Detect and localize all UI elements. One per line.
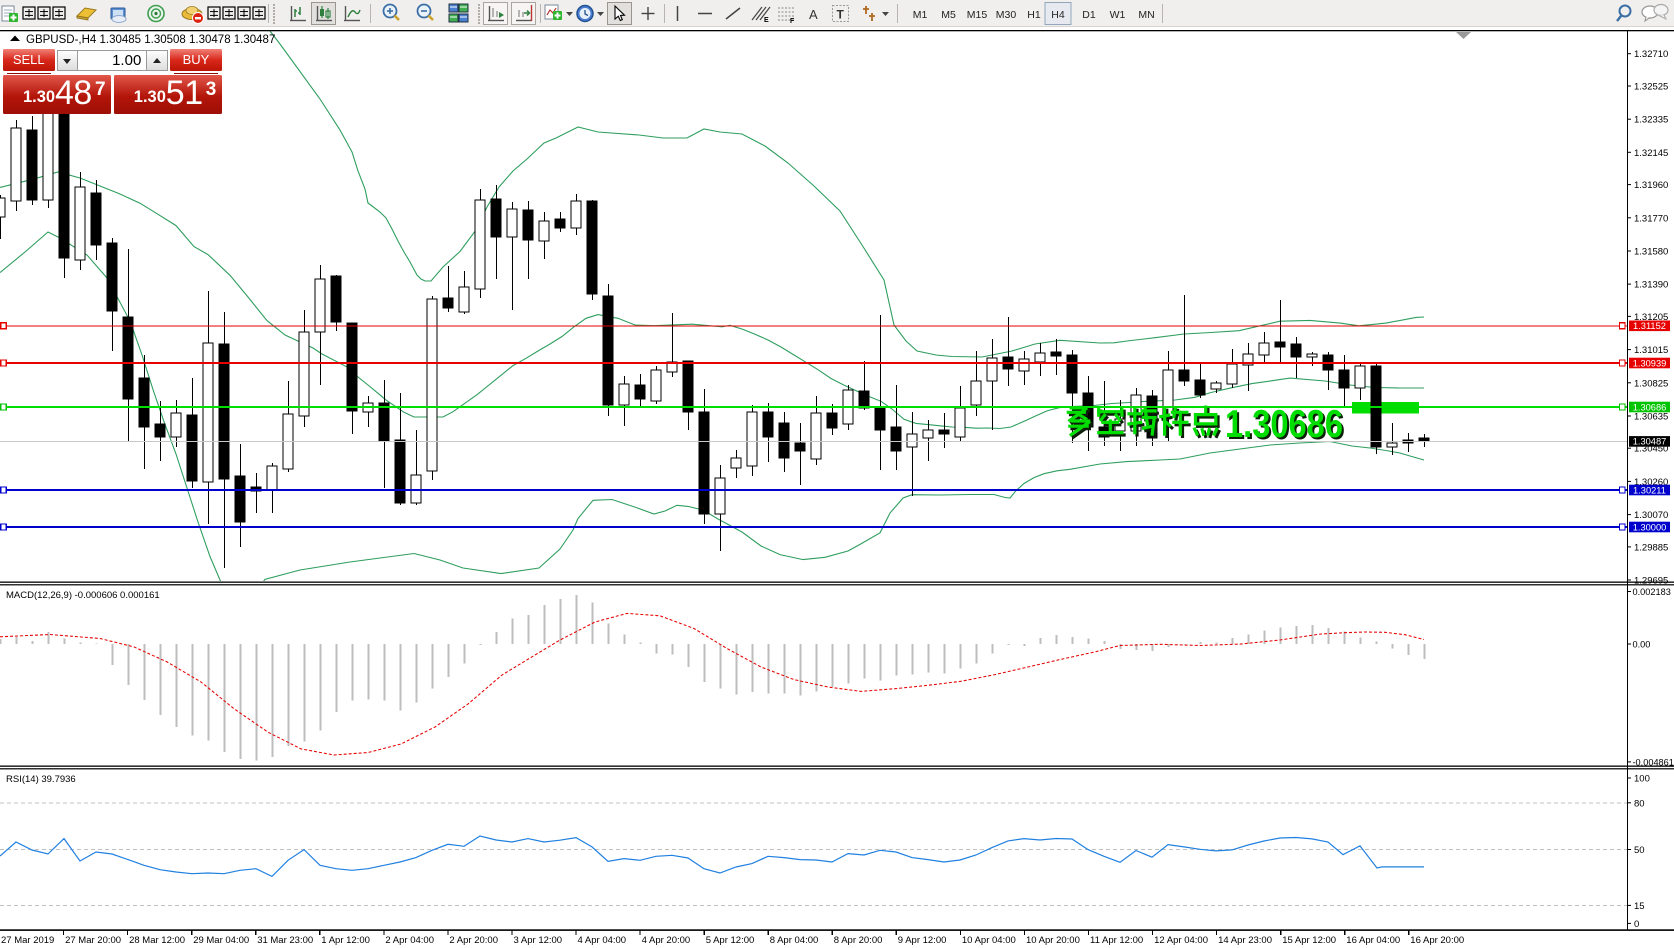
svg-text:14 Apr 23:00: 14 Apr 23:00	[1218, 935, 1272, 946]
svg-text:0.002183: 0.002183	[1633, 587, 1671, 597]
svg-text:-0.004861: -0.004861	[1633, 757, 1674, 767]
svg-text:1.31580: 1.31580	[1634, 247, 1668, 258]
svg-text:29 Mar 04:00: 29 Mar 04:00	[193, 935, 249, 946]
svg-text:MN: MN	[1138, 9, 1154, 21]
svg-text:1.30450: 1.30450	[1634, 444, 1668, 455]
svg-text:RSI(14) 39.7936: RSI(14) 39.7936	[6, 774, 76, 785]
svg-text:1.30686: 1.30686	[1225, 403, 1343, 446]
svg-text:4 Apr 20:00: 4 Apr 20:00	[642, 935, 691, 946]
svg-text:28 Mar 12:00: 28 Mar 12:00	[129, 935, 185, 946]
svg-text:1.32710: 1.32710	[1634, 49, 1668, 60]
svg-text:15: 15	[1634, 901, 1645, 912]
svg-text:1.30686: 1.30686	[1633, 402, 1667, 412]
svg-text:0.00: 0.00	[1633, 640, 1651, 650]
svg-text:1.30635: 1.30635	[1634, 412, 1668, 423]
svg-text:1.31152: 1.31152	[1633, 321, 1666, 331]
svg-text:H4: H4	[1051, 9, 1065, 21]
svg-text:27 Mar 2019: 27 Mar 2019	[1, 935, 54, 946]
svg-text:50: 50	[1634, 845, 1645, 856]
svg-text:E: E	[764, 17, 769, 24]
svg-text:5 Apr 12:00: 5 Apr 12:00	[706, 935, 755, 946]
svg-text:8 Apr 04:00: 8 Apr 04:00	[770, 935, 819, 946]
svg-text:31 Mar 23:00: 31 Mar 23:00	[257, 935, 313, 946]
svg-text:0: 0	[1634, 919, 1639, 930]
svg-text:16 Apr 20:00: 16 Apr 20:00	[1410, 935, 1464, 946]
svg-text:W1: W1	[1110, 9, 1126, 21]
svg-text:2 Apr 04:00: 2 Apr 04:00	[385, 935, 434, 946]
svg-text:1.31770: 1.31770	[1634, 213, 1668, 224]
svg-text:11 Apr 12:00: 11 Apr 12:00	[1090, 935, 1143, 946]
svg-text:1.30939: 1.30939	[1633, 358, 1667, 368]
svg-text:27 Mar 20:00: 27 Mar 20:00	[65, 935, 121, 946]
svg-text:16 Apr 04:00: 16 Apr 04:00	[1346, 935, 1400, 946]
svg-text:3 Apr 12:00: 3 Apr 12:00	[514, 935, 563, 946]
svg-text:1.29695: 1.29695	[1634, 576, 1668, 587]
svg-text:1.31390: 1.31390	[1634, 280, 1668, 291]
svg-text:1.29885: 1.29885	[1634, 542, 1668, 553]
svg-text:F: F	[790, 18, 795, 25]
svg-text:M5: M5	[941, 9, 956, 21]
svg-text:1.32145: 1.32145	[1634, 148, 1668, 159]
svg-text:1.30211: 1.30211	[1633, 485, 1666, 495]
svg-text:2 Apr 20:00: 2 Apr 20:00	[449, 935, 498, 946]
svg-text:1.32525: 1.32525	[1634, 82, 1668, 93]
svg-text:10 Apr 04:00: 10 Apr 04:00	[962, 935, 1016, 946]
svg-text:A: A	[809, 7, 818, 22]
svg-text:1.32335: 1.32335	[1634, 115, 1668, 126]
svg-text:1.30825: 1.30825	[1634, 378, 1668, 389]
svg-text:1.31960: 1.31960	[1634, 180, 1668, 191]
svg-text:M1: M1	[913, 9, 928, 21]
svg-text:D1: D1	[1082, 9, 1096, 21]
svg-text:M15: M15	[967, 9, 988, 21]
svg-text:T: T	[837, 8, 845, 22]
svg-text:80: 80	[1634, 798, 1645, 809]
svg-text:1.31205: 1.31205	[1634, 312, 1668, 323]
svg-text:1.30260: 1.30260	[1634, 477, 1668, 488]
svg-text:12 Apr 04:00: 12 Apr 04:00	[1154, 935, 1208, 946]
svg-text:1.30070: 1.30070	[1634, 510, 1668, 521]
svg-text:1.30487: 1.30487	[1633, 437, 1667, 447]
svg-text:MACD(12,26,9) -0.000606 0.0001: MACD(12,26,9) -0.000606 0.000161	[6, 590, 160, 601]
svg-text:4 Apr 04:00: 4 Apr 04:00	[578, 935, 627, 946]
svg-text:GBPUSD-,H4 1.30485 1.30508 1.: GBPUSD-,H4 1.30485 1.30508 1.30478 1.304…	[26, 34, 275, 46]
svg-text:15 Apr 12:00: 15 Apr 12:00	[1282, 935, 1336, 946]
svg-text:1 Apr 12:00: 1 Apr 12:00	[321, 935, 370, 946]
svg-text:M30: M30	[996, 9, 1017, 21]
svg-text:1.31015: 1.31015	[1634, 345, 1668, 356]
svg-text:10 Apr 20:00: 10 Apr 20:00	[1026, 935, 1080, 946]
svg-text:8 Apr 20:00: 8 Apr 20:00	[834, 935, 883, 946]
svg-text:1.30000: 1.30000	[1633, 522, 1667, 532]
svg-text:9 Apr 12:00: 9 Apr 12:00	[898, 935, 947, 946]
svg-text:100: 100	[1634, 774, 1650, 785]
svg-text:1.30686: 1.30686	[1227, 405, 1345, 448]
svg-text:H1: H1	[1027, 9, 1041, 21]
